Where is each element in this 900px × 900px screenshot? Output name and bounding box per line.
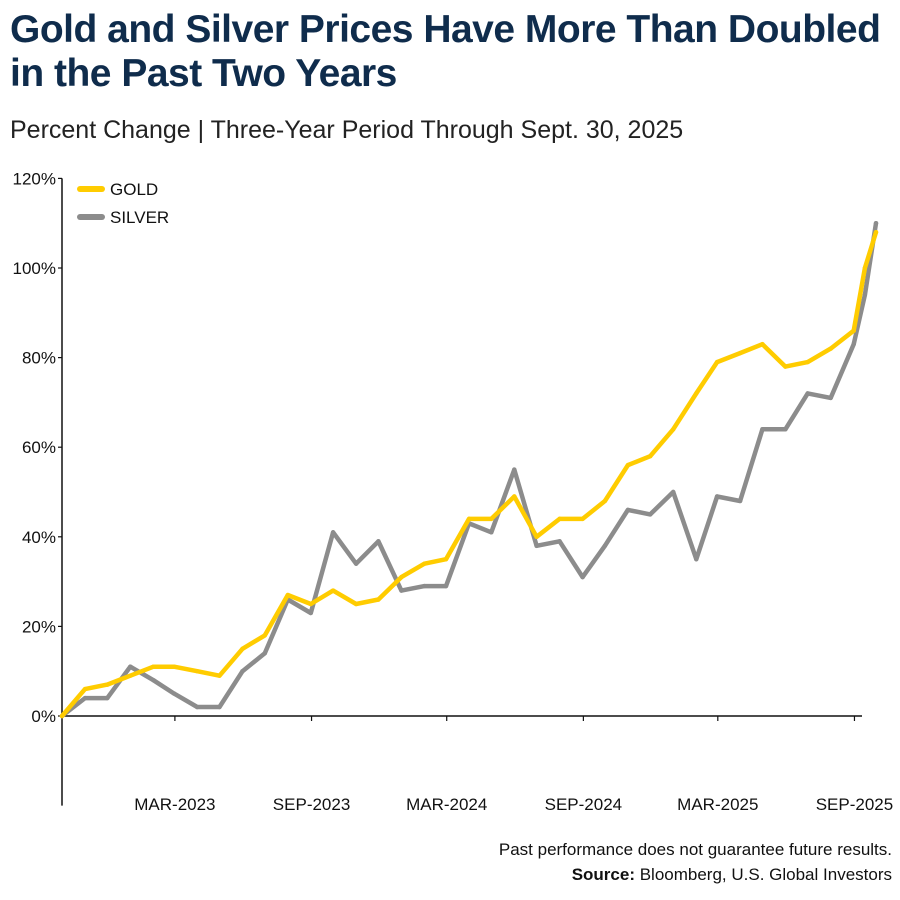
data-point-gold bbox=[580, 516, 585, 522]
data-point-silver bbox=[262, 651, 267, 656]
x-tick-label: SEP-2024 bbox=[545, 795, 623, 814]
data-point-gold bbox=[217, 673, 222, 678]
data-point-silver bbox=[828, 395, 833, 401]
data-point-silver bbox=[714, 494, 720, 499]
data-point-silver bbox=[737, 498, 743, 504]
disclaimer: Past performance does not guarantee futu… bbox=[498, 840, 892, 859]
data-point-gold bbox=[873, 229, 879, 235]
data-point-gold bbox=[466, 516, 472, 522]
data-point-silver bbox=[648, 512, 653, 517]
y-tick-label: 120% bbox=[13, 169, 56, 188]
data-point-gold bbox=[489, 516, 494, 522]
data-point-silver bbox=[760, 427, 765, 432]
y-tick-label: 40% bbox=[22, 528, 56, 547]
chart-subtitle: Percent Change | Three-Year Period Throu… bbox=[10, 116, 684, 144]
data-point-silver bbox=[851, 341, 856, 347]
data-point-gold bbox=[353, 601, 359, 607]
data-point-silver bbox=[512, 467, 517, 472]
data-point-silver bbox=[783, 427, 788, 432]
data-point-gold bbox=[828, 346, 833, 351]
data-point-gold bbox=[262, 633, 267, 638]
data-point-gold bbox=[105, 682, 110, 687]
x-tick-label: MAR-2023 bbox=[134, 795, 215, 814]
data-point-silver bbox=[443, 583, 449, 589]
data-point-gold bbox=[602, 498, 608, 504]
data-point-silver bbox=[151, 677, 156, 683]
data-point-silver bbox=[489, 530, 494, 535]
data-point-silver bbox=[128, 664, 133, 669]
series-line-gold bbox=[59, 229, 879, 719]
x-tick-label: MAR-2024 bbox=[406, 795, 487, 814]
data-point-silver bbox=[240, 669, 245, 674]
data-point-silver bbox=[399, 588, 404, 593]
y-tick-label: 0% bbox=[31, 707, 56, 726]
y-tick-label: 100% bbox=[13, 259, 56, 278]
data-point-gold bbox=[625, 462, 631, 468]
series-line-silver bbox=[59, 220, 879, 719]
data-point-silver bbox=[671, 489, 676, 495]
data-point-silver bbox=[557, 539, 562, 544]
data-point-gold bbox=[851, 328, 856, 333]
data-point-silver bbox=[422, 583, 427, 589]
data-point-gold bbox=[285, 592, 290, 598]
data-point-silver bbox=[873, 221, 879, 226]
x-tick-label: SEP-2025 bbox=[816, 795, 894, 814]
data-point-gold bbox=[171, 664, 177, 669]
data-point-gold bbox=[128, 673, 133, 678]
data-point-gold bbox=[694, 391, 699, 396]
data-point-silver bbox=[580, 574, 585, 580]
data-point-gold bbox=[557, 516, 562, 522]
data-point-gold bbox=[862, 265, 868, 271]
data-point-gold bbox=[59, 713, 65, 719]
data-point-gold bbox=[399, 574, 404, 580]
y-tick-label: 20% bbox=[22, 617, 56, 636]
data-point-silver bbox=[534, 543, 539, 548]
source-note: Source: Bloomberg, U.S. Global Investors bbox=[572, 865, 892, 885]
data-point-gold bbox=[760, 341, 765, 347]
data-point-silver bbox=[217, 704, 222, 710]
data-point-gold bbox=[194, 669, 200, 674]
data-point-gold bbox=[737, 350, 743, 356]
data-point-silver bbox=[82, 695, 88, 701]
data-point-silver bbox=[805, 391, 810, 396]
data-point-silver bbox=[194, 704, 200, 710]
x-tick-label: MAR-2025 bbox=[677, 795, 758, 814]
chart-title: Gold and Silver Prices Have More Than Do… bbox=[10, 8, 881, 95]
data-point-gold bbox=[648, 453, 653, 459]
data-point-silver bbox=[602, 543, 608, 548]
y-tick-label: 60% bbox=[22, 438, 56, 457]
data-point-silver bbox=[694, 557, 699, 562]
data-point-gold bbox=[240, 646, 245, 651]
data-point-silver bbox=[105, 695, 110, 701]
legend-label-gold: GOLD bbox=[110, 180, 158, 199]
x-tick-label: SEP-2023 bbox=[273, 795, 351, 814]
data-point-silver bbox=[625, 507, 631, 513]
data-point-gold bbox=[714, 359, 720, 365]
source-text: Bloomberg, U.S. Global Investors bbox=[634, 865, 892, 884]
data-point-gold bbox=[534, 534, 539, 539]
y-tick-label: 80% bbox=[22, 349, 56, 368]
data-point-gold bbox=[82, 686, 88, 692]
data-point-gold bbox=[330, 588, 336, 593]
data-point-gold bbox=[512, 494, 517, 499]
data-point-silver bbox=[171, 691, 177, 696]
data-point-gold bbox=[805, 359, 810, 365]
data-point-gold bbox=[151, 664, 156, 669]
legend-label-silver: SILVER bbox=[110, 208, 169, 227]
data-point-gold bbox=[783, 364, 788, 369]
data-point-silver bbox=[862, 292, 868, 298]
data-point-gold bbox=[308, 601, 314, 607]
data-point-silver bbox=[308, 610, 314, 616]
data-point-silver bbox=[353, 561, 359, 566]
data-point-gold bbox=[443, 557, 449, 562]
data-point-gold bbox=[422, 561, 427, 566]
data-point-silver bbox=[376, 539, 381, 544]
data-point-silver bbox=[330, 530, 336, 535]
source-label: Source: bbox=[571, 865, 635, 884]
data-point-gold bbox=[671, 427, 676, 432]
data-point-gold bbox=[376, 597, 381, 602]
